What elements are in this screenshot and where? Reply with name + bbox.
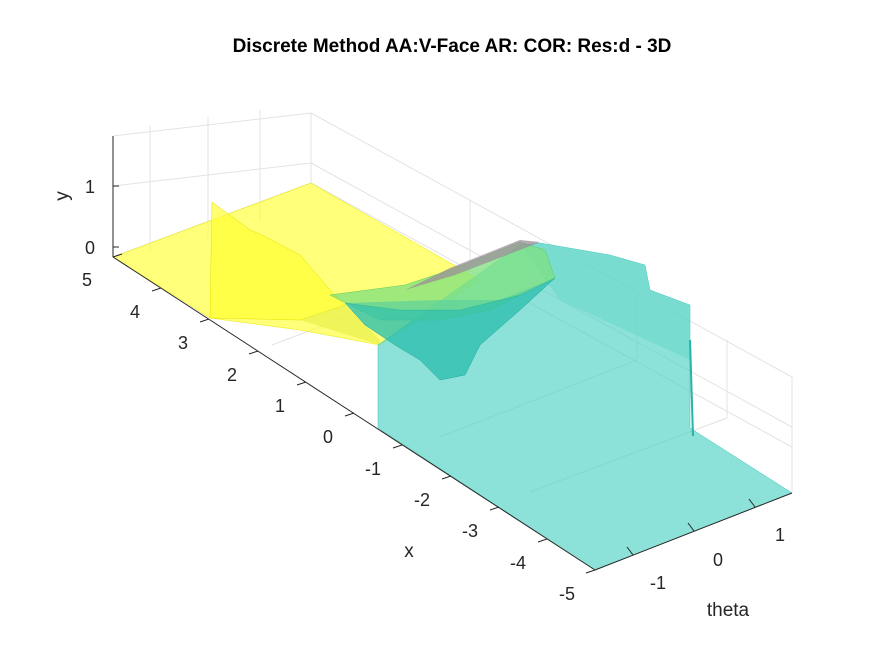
x-tick-label: -2 [414,490,430,510]
theta-tick-labels: -1 0 1 [650,525,785,593]
x-tick-label: -1 [365,459,381,479]
x-tick-label: 1 [275,396,285,416]
x-tick-label: 4 [130,302,140,322]
x-tick-label: 2 [227,365,237,385]
surface-spike [689,339,694,437]
surface-green-rim [345,278,555,310]
theta-tick-label: 0 [713,550,723,570]
x-tick-label: 5 [82,270,92,290]
x-axis-label: x [404,541,414,562]
x-tick-marks [112,253,596,574]
surface-yellow-tail [300,305,380,345]
y-axis-label: y [52,191,73,201]
x-tick-label: -3 [462,521,478,541]
x-tick-labels: 5 4 3 2 1 0 -1 -2 -3 -4 -5 [82,270,575,604]
x-tick-label: 3 [178,333,188,353]
surface-grey-band [405,240,540,290]
y-tick-labels: 0 1 [85,177,95,258]
chart-title: Discrete Method AA:V-Face AR: COR: Res:d… [233,36,672,57]
y-tick-label: 1 [85,177,95,197]
theta-tick-marks [626,498,756,556]
theta-tick-label: -1 [650,573,666,593]
x-tick-label: -5 [559,584,575,604]
y-tick-label: 0 [85,238,95,258]
x-tick-label: -4 [510,553,526,573]
theta-tick-label: 1 [775,525,785,545]
x-tick-label: 0 [323,427,333,447]
theta-axis-label: theta [707,600,750,621]
surface-mesh [112,182,793,571]
surface-teal-wall [520,243,690,360]
